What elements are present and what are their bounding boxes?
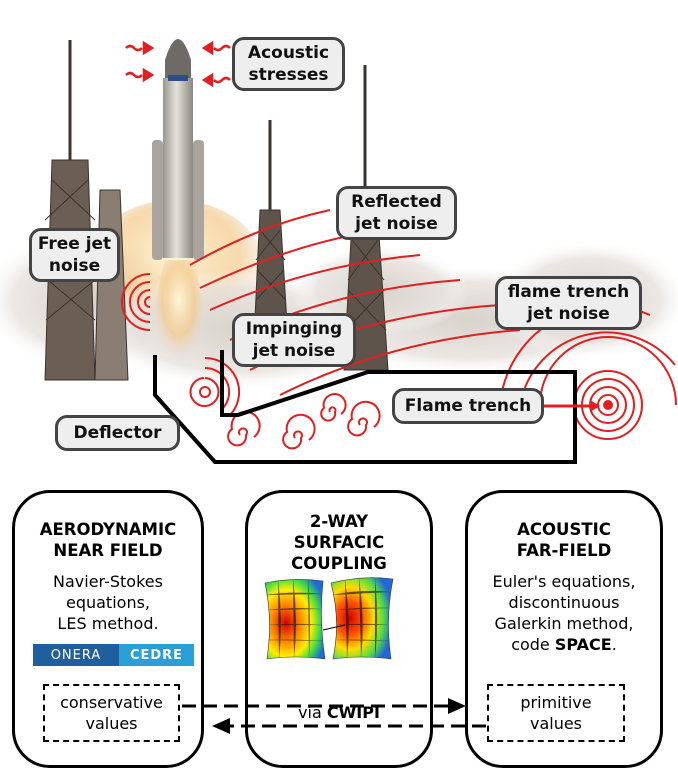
panel-left-text: Navier-Stokes equations, LES method.: [53, 572, 163, 633]
cwipi-label: CWIPI: [326, 703, 380, 722]
callout-reflected-jet-noise: Reflected jet noise: [336, 186, 457, 240]
middle-tower: [253, 120, 289, 341]
panel-acoustic-far-field: ACOUSTIC FAR-FIELD Euler's equations, di…: [465, 490, 663, 768]
panel-middle-title: 2-WAY SURFACIC COUPLING: [291, 512, 387, 573]
coupling-library: via CWIPI: [248, 681, 430, 723]
logo-cedre: CEDRE: [119, 644, 194, 666]
conservative-values-box: conservative values: [43, 684, 180, 742]
callout-acoustic-stresses: Acoustic stresses: [232, 37, 345, 91]
impinging-noise-rings: [189, 356, 241, 415]
callout-free-jet-noise: Free jet noise: [29, 228, 120, 282]
coupling-mesh-image: [264, 577, 394, 660]
jet-plume: [156, 260, 202, 360]
logo-onera: ONERA: [33, 644, 119, 666]
panel-surfacic-coupling: 2-WAY SURFACIC COUPLING: [245, 490, 433, 768]
space-code-label: SPACE: [554, 635, 612, 654]
callout-deflector: Deflector: [55, 415, 180, 451]
rocket: [152, 39, 204, 260]
free-jet-noise-rings: [121, 273, 151, 331]
acoustic-stress-arrows: [125, 40, 231, 88]
onera-cedre-logo: ONERA CEDRE: [33, 644, 194, 666]
panel-right-text-end: .: [611, 635, 617, 654]
panel-left-title: AERODYNAMIC NEAR FIELD: [39, 520, 177, 560]
primitive-values-box: primitive values: [487, 684, 625, 742]
callout-flame-trench: Flame trench: [392, 388, 544, 424]
panel-right-title: ACOUSTIC FAR-FIELD: [516, 520, 612, 560]
left-tower: [44, 40, 96, 381]
callout-impinging-jet-noise: Impinging jet noise: [232, 313, 356, 367]
panel-right-text-main: Euler's equations, discontinuous Galerki…: [492, 572, 636, 654]
trench-spirals: [227, 393, 381, 450]
callout-flame-trench-jet-noise: flame trench jet noise: [495, 276, 642, 330]
panel-right-text: Euler's equations, discontinuous Galerki…: [468, 571, 660, 655]
via-label: via: [298, 703, 327, 722]
